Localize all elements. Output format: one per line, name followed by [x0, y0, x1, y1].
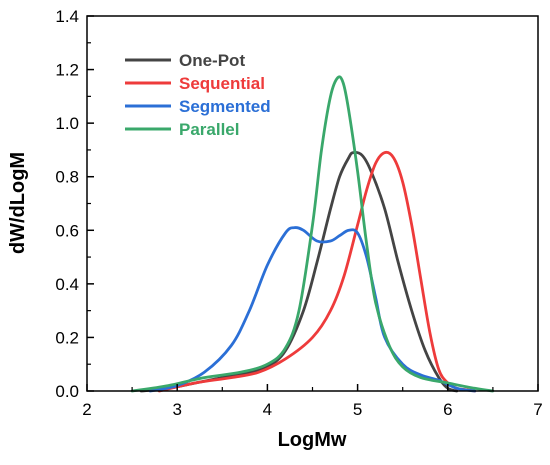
legend-label-segmented: Segmented: [179, 97, 271, 116]
legend-label-sequential: Sequential: [179, 74, 265, 93]
series-line-parallel: [130, 75, 495, 393]
legend: One-Pot Sequential Segmented Parallel: [125, 51, 271, 139]
y-tick-label: 0.4: [55, 275, 79, 294]
x-axis-title: LogMw: [278, 429, 347, 451]
x-tick-label: 4: [263, 400, 272, 419]
y-tick-label: 0.6: [55, 221, 79, 240]
plot-frame: [86, 15, 539, 392]
x-tick-label: 7: [533, 400, 542, 419]
y-tick-label: 1.2: [55, 61, 79, 80]
y-tick-label: 0.2: [55, 328, 79, 347]
series-line-sequential: [157, 150, 477, 393]
y-tick-label: 1.4: [55, 7, 79, 26]
x-tick-label: 6: [443, 400, 452, 419]
y-tick-label: 0.8: [55, 168, 79, 187]
x-tick-label: 2: [82, 400, 91, 419]
y-tick-label: 1.0: [55, 114, 79, 133]
x-tick-label: 5: [353, 400, 362, 419]
series-line-one-pot: [139, 151, 459, 393]
axes-layer: 2 3 4 5 6 7 0.0 0.2 0.4 0.6 0.8 1.0 1.2 1.4: [55, 7, 542, 419]
series-layer: [130, 75, 495, 393]
legend-label-one-pot: One-Pot: [179, 51, 245, 70]
y-axis-title: dW/dLogM: [7, 152, 29, 254]
y-tick-label: 0.0: [55, 382, 79, 401]
legend-label-parallel: Parallel: [179, 120, 240, 139]
x-tick-label: 3: [172, 400, 181, 419]
series-line-segmented: [148, 226, 477, 393]
